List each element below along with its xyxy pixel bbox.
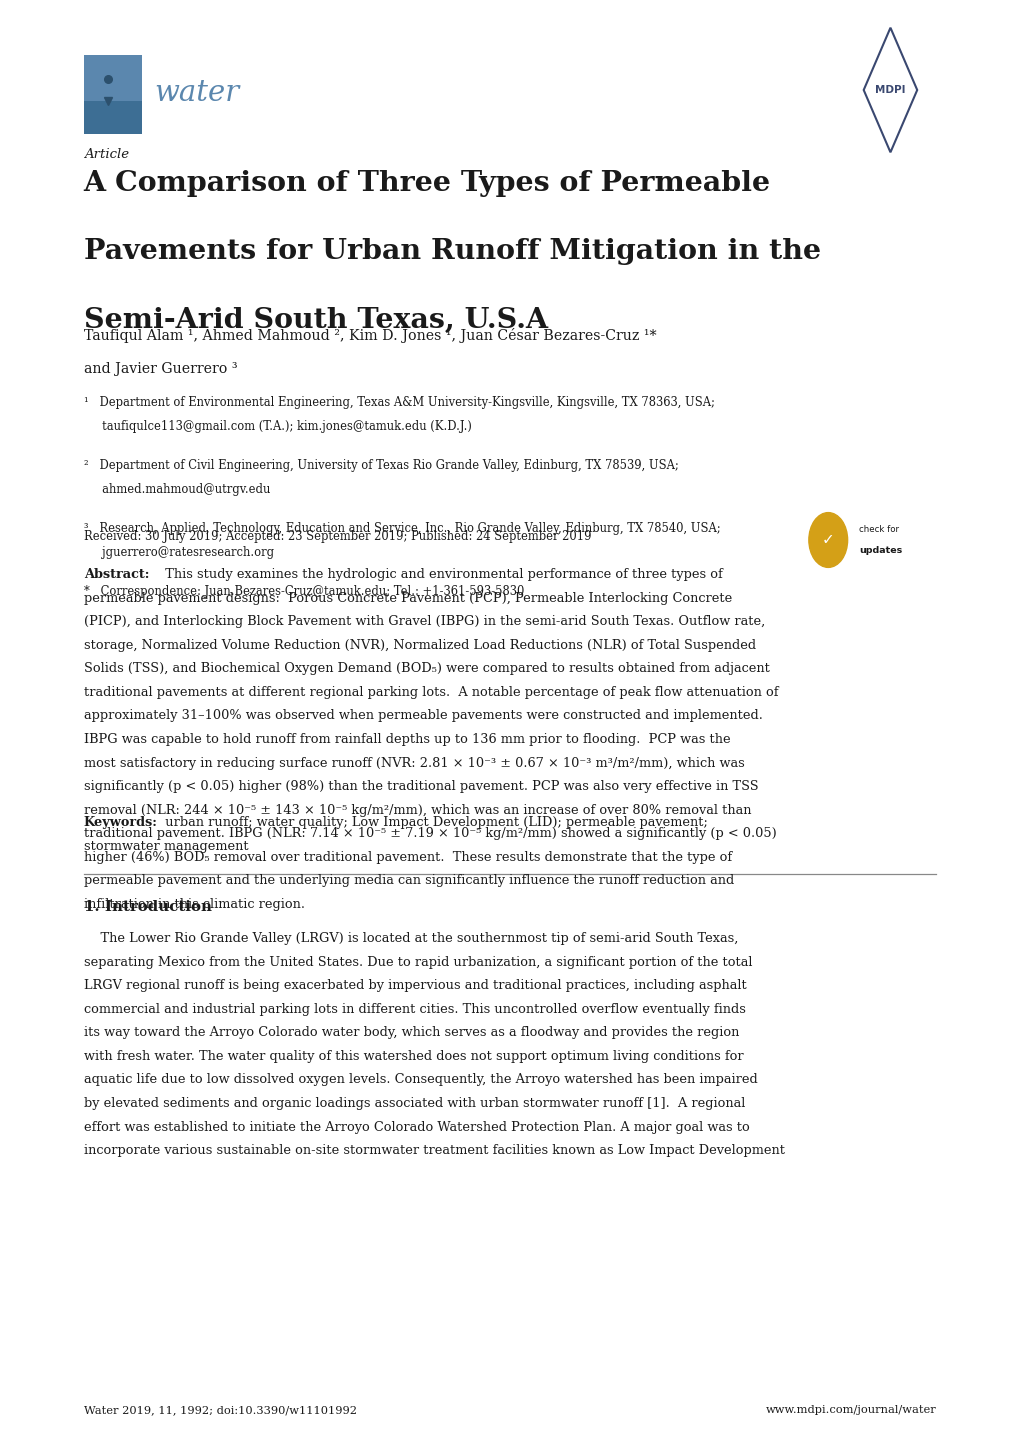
- FancyBboxPatch shape: [84, 101, 142, 134]
- Text: significantly (p < 0.05) higher (98%) than the traditional pavement. PCP was als: significantly (p < 0.05) higher (98%) th…: [84, 780, 757, 793]
- Text: updates: updates: [858, 545, 901, 555]
- Text: 1. Introduction: 1. Introduction: [84, 900, 211, 914]
- Text: urban runoff; water quality; Low Impact Development (LID); permeable pavement;: urban runoff; water quality; Low Impact …: [157, 816, 706, 829]
- Text: taufiqulce113@gmail.com (T.A.); kim.jones@tamuk.edu (K.D.J.): taufiqulce113@gmail.com (T.A.); kim.jone…: [84, 420, 471, 433]
- Text: *   Correspondence: Juan.Bezares-Cruz@tamuk.edu; Tel.: +1-361-593-5830: * Correspondence: Juan.Bezares-Cruz@tamu…: [84, 585, 524, 598]
- Text: www.mdpi.com/journal/water: www.mdpi.com/journal/water: [765, 1405, 935, 1415]
- Text: effort was established to initiate the Arroyo Colorado Watershed Protection Plan: effort was established to initiate the A…: [84, 1120, 749, 1133]
- Text: water: water: [154, 79, 238, 107]
- Text: permeable pavement and the underlying media can significantly influence the runo: permeable pavement and the underlying me…: [84, 874, 734, 887]
- Text: incorporate various sustainable on-site stormwater treatment facilities known as: incorporate various sustainable on-site …: [84, 1144, 784, 1156]
- Text: ²   Department of Civil Engineering, University of Texas Rio Grande Valley, Edin: ² Department of Civil Engineering, Unive…: [84, 459, 678, 472]
- Text: infiltration in this climatic region.: infiltration in this climatic region.: [84, 898, 305, 911]
- Text: removal (NLR: 244 × 10⁻⁵ ± 143 × 10⁻⁵ kg/m²/mm), which was an increase of over 8: removal (NLR: 244 × 10⁻⁵ ± 143 × 10⁻⁵ kg…: [84, 803, 750, 816]
- Text: ³   Research, Applied, Technology, Education and Service, Inc., Rio Grande Valle: ³ Research, Applied, Technology, Educati…: [84, 522, 719, 535]
- Text: and Javier Guerrero ³: and Javier Guerrero ³: [84, 362, 237, 376]
- FancyBboxPatch shape: [84, 55, 142, 134]
- Text: approximately 31–100% was observed when permeable pavements were constructed and: approximately 31–100% was observed when …: [84, 709, 762, 722]
- Text: Semi-Arid South Texas, U.S.A: Semi-Arid South Texas, U.S.A: [84, 307, 547, 335]
- Text: MDPI: MDPI: [874, 85, 905, 95]
- Text: The Lower Rio Grande Valley (LRGV) is located at the southernmost tip of semi-ar: The Lower Rio Grande Valley (LRGV) is lo…: [84, 932, 738, 945]
- Text: traditional pavement. IBPG (NLR: 7.14 × 10⁻⁵ ± 7.19 × 10⁻⁵ kg/m²/mm) showed a si: traditional pavement. IBPG (NLR: 7.14 × …: [84, 828, 775, 841]
- Text: stormwater management: stormwater management: [84, 839, 248, 852]
- Text: Article: Article: [84, 149, 128, 162]
- Text: LRGV regional runoff is being exacerbated by impervious and traditional practice: LRGV regional runoff is being exacerbate…: [84, 979, 746, 992]
- Text: Pavements for Urban Runoff Mitigation in the: Pavements for Urban Runoff Mitigation in…: [84, 238, 820, 265]
- Text: A Comparison of Three Types of Permeable: A Comparison of Three Types of Permeable: [84, 170, 770, 198]
- Text: most satisfactory in reducing surface runoff (NVR: 2.81 × 10⁻³ ± 0.67 × 10⁻³ m³/: most satisfactory in reducing surface ru…: [84, 757, 744, 770]
- Text: Taufiqul Alam ¹, Ahmed Mahmoud ², Kim D. Jones ¹, Juan César Bezares-Cruz ¹*: Taufiqul Alam ¹, Ahmed Mahmoud ², Kim D.…: [84, 327, 655, 343]
- Text: IBPG was capable to hold runoff from rainfall depths up to 136 mm prior to flood: IBPG was capable to hold runoff from rai…: [84, 733, 730, 746]
- Text: jguerrero@ratesresearch.org: jguerrero@ratesresearch.org: [84, 547, 273, 559]
- Text: higher (46%) BOD₅ removal over traditional pavement.  These results demonstrate : higher (46%) BOD₅ removal over tradition…: [84, 851, 731, 864]
- Text: Keywords:: Keywords:: [84, 816, 158, 829]
- Circle shape: [808, 512, 847, 567]
- Text: with fresh water. The water quality of this watershed does not support optimum l: with fresh water. The water quality of t…: [84, 1050, 743, 1063]
- Text: commercial and industrial parking lots in different cities. This uncontrolled ov: commercial and industrial parking lots i…: [84, 1002, 745, 1015]
- Text: its way toward the Arroyo Colorado water body, which serves as a floodway and pr: its way toward the Arroyo Colorado water…: [84, 1027, 739, 1040]
- Text: Solids (TSS), and Biochemical Oxygen Demand (BOD₅) were compared to results obta: Solids (TSS), and Biochemical Oxygen Dem…: [84, 662, 768, 675]
- Text: Received: 30 July 2019; Accepted: 23 September 2019; Published: 24 September 201: Received: 30 July 2019; Accepted: 23 Sep…: [84, 531, 591, 544]
- Text: (PICP), and Interlocking Block Pavement with Gravel (IBPG) in the semi-arid Sout: (PICP), and Interlocking Block Pavement …: [84, 616, 764, 629]
- Text: separating Mexico from the United States. Due to rapid urbanization, a significa: separating Mexico from the United States…: [84, 956, 751, 969]
- Text: storage, Normalized Volume Reduction (NVR), Normalized Load Reductions (NLR) of : storage, Normalized Volume Reduction (NV…: [84, 639, 755, 652]
- Text: This study examines the hydrologic and environmental performance of three types : This study examines the hydrologic and e…: [157, 568, 721, 581]
- Text: check for: check for: [858, 525, 898, 535]
- Text: permeable pavement designs:  Porous Concrete Pavement (PCP), Permeable Interlock: permeable pavement designs: Porous Concr…: [84, 591, 732, 604]
- Text: by elevated sediments and organic loadings associated with urban stormwater runo: by elevated sediments and organic loadin…: [84, 1097, 744, 1110]
- Text: ¹   Department of Environmental Engineering, Texas A&M University-Kingsville, Ki: ¹ Department of Environmental Engineerin…: [84, 397, 714, 410]
- Text: aquatic life due to low dissolved oxygen levels. Consequently, the Arroyo waters: aquatic life due to low dissolved oxygen…: [84, 1073, 757, 1086]
- Text: Water 2019, 11, 1992; doi:10.3390/w11101992: Water 2019, 11, 1992; doi:10.3390/w11101…: [84, 1405, 357, 1415]
- Text: Abstract:: Abstract:: [84, 568, 149, 581]
- Text: ✓: ✓: [821, 532, 834, 548]
- Text: traditional pavements at different regional parking lots.  A notable percentage : traditional pavements at different regio…: [84, 686, 777, 699]
- Text: ahmed.mahmoud@utrgv.edu: ahmed.mahmoud@utrgv.edu: [84, 483, 270, 496]
